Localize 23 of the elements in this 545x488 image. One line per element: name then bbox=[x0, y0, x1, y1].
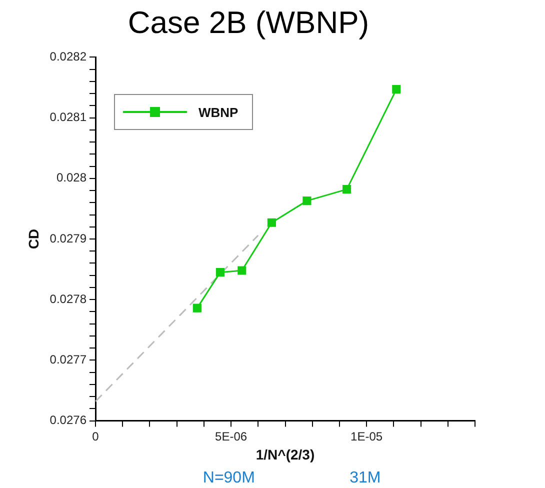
point bbox=[216, 268, 224, 277]
point bbox=[342, 185, 352, 194]
point bbox=[302, 196, 312, 206]
y-axis-title: CD bbox=[25, 228, 42, 250]
y-tick-label: 0.0281 bbox=[50, 110, 87, 124]
y-tick-label: 0.0282 bbox=[50, 50, 87, 64]
legend-label: WBNP bbox=[198, 104, 238, 120]
point bbox=[238, 266, 246, 275]
y-tick-label: 0.0279 bbox=[50, 231, 87, 246]
text: N=90M bbox=[202, 469, 255, 486]
x-tick-label: 1E-05 bbox=[350, 429, 383, 444]
point bbox=[267, 218, 276, 227]
text: 31M bbox=[350, 469, 381, 486]
chart-title: Case 2B (WBNP) bbox=[128, 5, 370, 40]
point bbox=[392, 85, 401, 94]
y-tick-label: 0.0277 bbox=[50, 352, 87, 367]
x-tick-label: 5E-06 bbox=[215, 429, 248, 444]
y-tick-label: 0.028 bbox=[56, 170, 87, 185]
y-tick-label: 0.0278 bbox=[50, 292, 87, 306]
x-axis-title: 1/N^(2/3) bbox=[256, 446, 315, 462]
y-tick-label: 0.0276 bbox=[50, 413, 87, 428]
point bbox=[192, 304, 202, 312]
x-tick-label: 0 bbox=[92, 429, 100, 444]
